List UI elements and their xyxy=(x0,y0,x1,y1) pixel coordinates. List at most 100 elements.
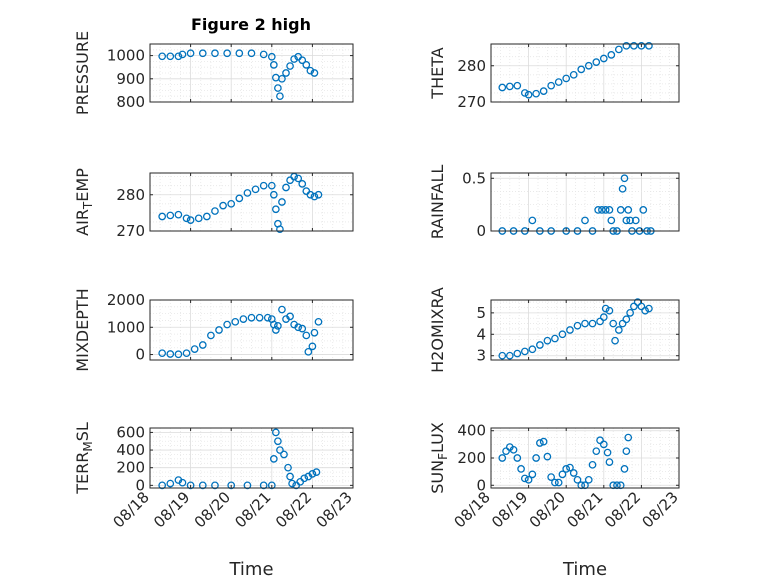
data-point xyxy=(194,214,203,223)
axes-box xyxy=(149,172,354,232)
data-point xyxy=(186,49,195,58)
data-point xyxy=(573,475,582,484)
x-tick-label: 08/23 xyxy=(639,488,682,531)
data-point xyxy=(645,304,653,313)
data-point xyxy=(581,319,589,328)
data-point xyxy=(190,345,199,353)
data-point xyxy=(577,65,586,74)
data-point xyxy=(581,216,589,225)
data-point xyxy=(528,470,537,479)
x-tick-label: 08/20 xyxy=(191,488,234,531)
data-point xyxy=(502,447,510,456)
data-point xyxy=(269,190,278,199)
y-tick-label: 0 xyxy=(476,476,486,494)
data-point xyxy=(223,320,231,329)
data-point xyxy=(509,445,518,454)
data-point xyxy=(622,315,631,324)
x-tick-label: 08/19 xyxy=(488,488,531,531)
data-point xyxy=(158,481,167,490)
data-point xyxy=(282,69,290,77)
data-point xyxy=(620,465,629,473)
data-point xyxy=(596,317,604,326)
data-point xyxy=(211,207,219,215)
data-point xyxy=(207,331,215,340)
axes-box xyxy=(490,299,680,361)
data-point xyxy=(298,180,307,188)
data-point xyxy=(198,341,207,349)
data-point xyxy=(607,216,616,225)
data-point xyxy=(626,216,634,225)
data-point xyxy=(314,190,323,199)
data-point xyxy=(626,309,634,317)
x-tick-label: 08/23 xyxy=(313,488,356,531)
data-point xyxy=(505,351,514,360)
data-point xyxy=(223,49,231,58)
data-point xyxy=(158,52,167,61)
data-point xyxy=(547,81,556,90)
data-point xyxy=(178,50,187,59)
data-point xyxy=(520,474,529,483)
data-point xyxy=(182,349,191,358)
data-point xyxy=(215,326,223,334)
data-point xyxy=(274,437,282,446)
data-point xyxy=(637,302,646,311)
data-point xyxy=(263,313,272,322)
y-tick-label: 280 xyxy=(457,57,486,75)
data-point xyxy=(536,439,544,447)
data-point xyxy=(639,206,648,214)
data-point xyxy=(554,78,563,86)
data-point xyxy=(186,481,195,490)
data-point xyxy=(498,454,507,462)
subplot-grid: 800 900 1000 PRESSURE 270 280 THETA 270 280 AIRTE… xyxy=(73,31,682,580)
data-point xyxy=(278,74,286,83)
y-tick-label: 1000 xyxy=(107,318,145,336)
data-point xyxy=(547,473,556,481)
data-point xyxy=(272,326,280,334)
data-point xyxy=(259,181,268,190)
data-point xyxy=(267,181,276,190)
y-tick-label: 200 xyxy=(116,459,145,477)
data-point xyxy=(543,452,552,461)
subplot-3: 270 280 AIRTEMP xyxy=(73,168,354,240)
data-point xyxy=(202,212,211,221)
data-point xyxy=(243,189,252,197)
data-point xyxy=(630,302,638,311)
data-point xyxy=(286,312,294,321)
data-point xyxy=(601,304,610,313)
data-point xyxy=(605,306,614,315)
data-point xyxy=(562,74,571,83)
data-point xyxy=(259,50,268,59)
data-point xyxy=(158,212,167,221)
data-point xyxy=(269,61,278,69)
data-point xyxy=(598,206,606,214)
data-point xyxy=(269,455,278,463)
data-point xyxy=(198,481,207,490)
data-point xyxy=(524,90,533,99)
data-point xyxy=(498,351,507,360)
data-point xyxy=(528,345,537,354)
y-tick-label: 600 xyxy=(116,423,145,441)
data-point xyxy=(513,81,522,90)
data-point xyxy=(558,330,567,339)
x-tick-label: 08/18 xyxy=(110,488,153,531)
data-point xyxy=(166,52,175,61)
y-axis-label: SUNFLUX xyxy=(428,422,450,494)
y-tick-label: 1000 xyxy=(107,47,145,65)
data-point xyxy=(298,324,307,333)
data-point xyxy=(539,437,548,446)
data-point xyxy=(520,89,529,97)
data-point xyxy=(247,49,256,58)
data-point xyxy=(239,315,248,323)
data-point xyxy=(182,214,191,223)
data-point xyxy=(186,216,195,224)
data-point xyxy=(588,319,597,328)
data-point xyxy=(637,41,646,50)
y-tick-label: 400 xyxy=(457,422,486,440)
data-point xyxy=(302,61,311,69)
data-point xyxy=(174,52,183,61)
data-point xyxy=(310,69,319,77)
data-point xyxy=(298,56,307,65)
data-point xyxy=(211,481,219,490)
data-point xyxy=(569,469,578,477)
data-point xyxy=(536,341,544,349)
